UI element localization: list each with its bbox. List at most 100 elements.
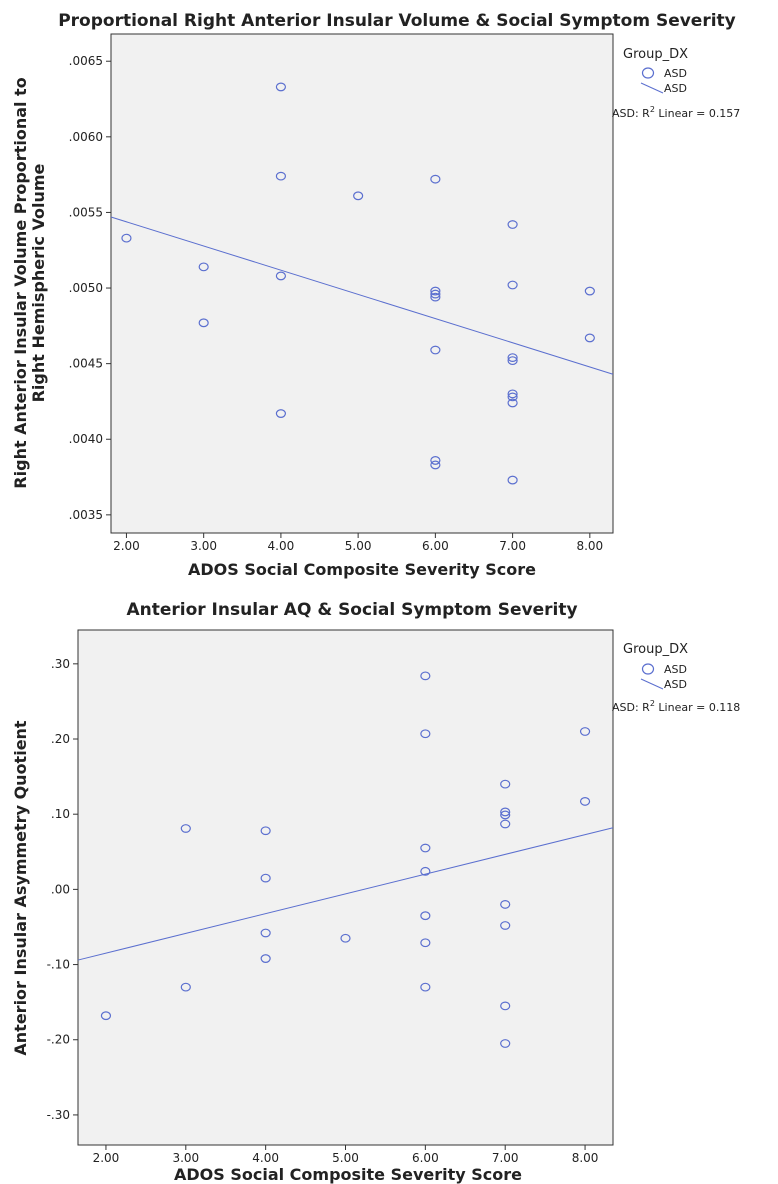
data-point [500, 900, 511, 909]
chart-2-y-axis-title: Anterior Insular Asymmetry Quotient [11, 720, 30, 1056]
chart-2-x-axis-title: ADOS Social Composite Severity Score [174, 1165, 522, 1184]
data-point [584, 286, 595, 296]
data-point [500, 921, 511, 930]
chart-1-title: Proportional Right Anterior Insular Volu… [58, 11, 736, 31]
data-point [507, 280, 518, 290]
data-point [420, 729, 431, 739]
chart-2-legend-line-label: ASD [664, 678, 687, 691]
data-point [584, 333, 595, 343]
x-tick-label: 3.00 [172, 1151, 199, 1165]
y-tick-label: .00 [51, 882, 70, 896]
chart-1-legend-marker-label: ASD [664, 67, 687, 80]
data-point [180, 824, 191, 833]
data-point [430, 174, 441, 184]
data-point [353, 191, 364, 201]
data-point [500, 810, 511, 820]
data-point [500, 1001, 511, 1011]
x-tick-label: 3.00 [190, 539, 217, 553]
y-tick-label: .20 [51, 732, 70, 746]
data-point [500, 1039, 511, 1048]
data-point [430, 286, 441, 296]
data-point [430, 292, 441, 302]
data-point [500, 807, 511, 817]
chart-2-plot-area [77, 629, 614, 1146]
data-point [420, 843, 431, 853]
data-point [507, 392, 518, 402]
chart-2-legend-r2: ASD: R2 Linear = 0.118 [612, 699, 740, 714]
x-tick-label: 7.00 [492, 1151, 519, 1165]
data-point [507, 398, 518, 408]
data-point [275, 171, 287, 181]
data-point [430, 456, 441, 465]
chart-1-y-axis-title-line-1: Right Anterior Insular Volume Proportion… [11, 77, 30, 488]
data-point [579, 727, 591, 736]
data-point [579, 797, 591, 806]
chart-1-y-axis-title: Right Anterior Insular Volume Proportion… [11, 77, 48, 488]
data-point [507, 389, 518, 399]
chart-1: Proportional Right Anterior Insular Volu… [11, 11, 740, 579]
chart-2: Anterior Insular AQ & Social Symptom Sev… [11, 600, 740, 1184]
chart-1-points [121, 82, 595, 485]
chart-2-legend: Group_DX ASD ASD ASD: R2 Linear = 0.118 [612, 642, 740, 714]
data-point [420, 671, 431, 681]
chart-1-legend-r2: ASD: R2 Linear = 0.157 [612, 105, 740, 120]
chart-2-legend-marker-label: ASD [664, 663, 687, 676]
chart-2-y-axis: -.30 -.20 -.10 .00 .10 .20 .30 [47, 657, 78, 1122]
data-point [340, 933, 351, 943]
chart-2-x-axis: 2.00 3.00 4.00 5.00 6.00 7.00 8.00 [93, 1145, 599, 1165]
chart-1-x-axis-title: ADOS Social Composite Severity Score [188, 560, 536, 579]
data-point [260, 928, 271, 938]
chart-2-y-axis-title-line-1: Anterior Insular Asymmetry Quotient [11, 720, 30, 1056]
x-tick-label: 6.00 [422, 539, 449, 553]
data-point [275, 409, 287, 418]
y-tick-label: -.10 [47, 958, 70, 972]
chart-1-y-axis: .0035 .0040 .0045 .0050 .0055 .0060 .0065 [69, 54, 111, 522]
chart-1-legend-line [640, 82, 664, 94]
data-point [100, 1011, 112, 1021]
y-tick-label: .30 [51, 657, 70, 671]
data-point [420, 982, 431, 992]
data-point [500, 819, 511, 829]
y-tick-label: .0060 [69, 130, 103, 144]
x-tick-label: 4.00 [268, 539, 295, 553]
chart-1-legend-title: Group_DX [623, 47, 688, 62]
chart-1-x-axis: 2.00 3.00 4.00 5.00 6.00 7.00 8.00 [113, 533, 603, 553]
y-tick-label: -.20 [47, 1033, 70, 1047]
data-point [420, 911, 431, 921]
x-tick-label: 6.00 [412, 1151, 439, 1165]
data-point [507, 220, 518, 229]
data-point [500, 779, 511, 789]
data-point [430, 460, 441, 470]
data-point [420, 938, 431, 948]
data-point [507, 356, 518, 366]
y-tick-label: .10 [51, 807, 70, 821]
chart-2-points [100, 671, 591, 1048]
chart-1-legend-marker [641, 67, 655, 79]
chart-2-legend-line [640, 678, 664, 690]
data-point [430, 345, 441, 355]
x-tick-label: 4.00 [252, 1151, 279, 1165]
y-tick-label: .0065 [69, 54, 103, 68]
chart-2-legend-marker [641, 663, 655, 675]
x-tick-label: 8.00 [572, 1151, 599, 1165]
x-tick-label: 7.00 [499, 539, 526, 553]
data-point [507, 475, 518, 485]
chart-1-legend: Group_DX ASD ASD ASD: R2 Linear = 0.157 [612, 47, 740, 120]
y-tick-label: .0040 [69, 432, 103, 446]
chart-1-y-axis-title-line-2: Right Hemispheric Volume [29, 163, 48, 402]
y-tick-label: .0055 [69, 205, 103, 219]
data-point [198, 262, 209, 272]
chart-1-legend-line-label: ASD [664, 82, 687, 95]
x-tick-label: 8.00 [576, 539, 603, 553]
y-tick-label: .0035 [69, 508, 103, 522]
chart-2-legend-title: Group_DX [623, 642, 688, 657]
data-point [275, 82, 287, 92]
chart-1-plot-area [110, 33, 614, 534]
x-tick-label: 5.00 [332, 1151, 359, 1165]
data-point [275, 271, 287, 281]
x-tick-label: 2.00 [113, 539, 140, 553]
data-point [420, 866, 431, 876]
y-tick-label: -.30 [47, 1108, 70, 1122]
data-point [198, 318, 209, 328]
